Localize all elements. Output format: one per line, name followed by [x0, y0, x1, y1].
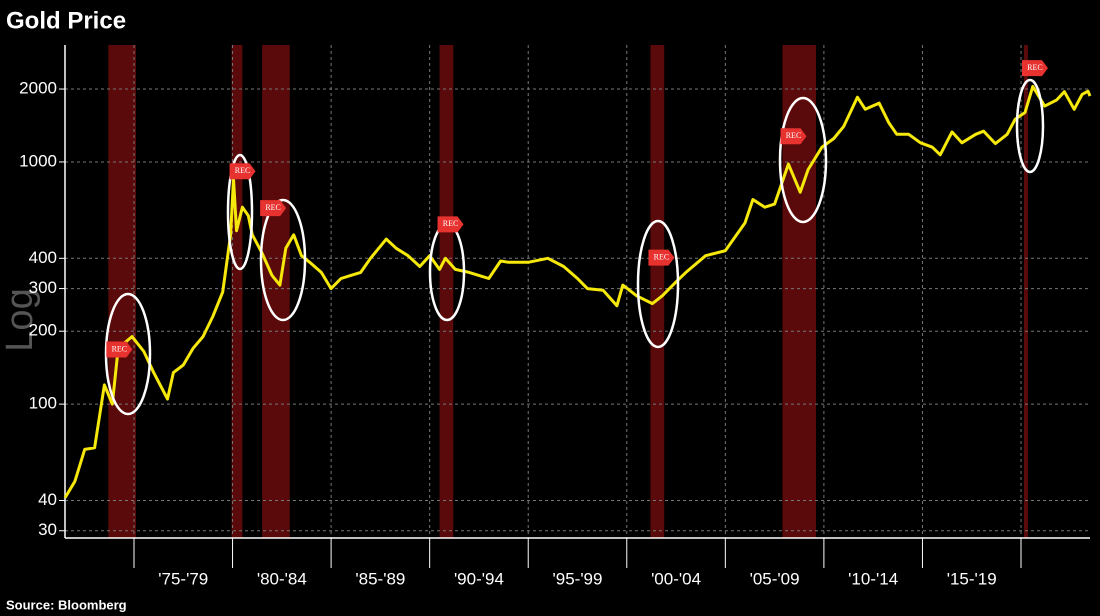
highlight: [259, 198, 307, 322]
recession-band: [439, 45, 454, 538]
y-tick-label: 1000: [19, 151, 57, 170]
x-tick-label: '90-'94: [454, 569, 504, 588]
highlight: [778, 96, 828, 224]
y-tick-label: 300: [29, 278, 57, 297]
highlight: [226, 153, 254, 271]
rec-label: REC: [443, 219, 459, 228]
y-tick-label: 100: [29, 394, 57, 413]
rec-label: REC: [235, 166, 251, 175]
x-tick-label: '85-'89: [355, 569, 405, 588]
y-tick-label: 30: [38, 520, 57, 539]
x-tick-label: '00-'04: [651, 569, 701, 588]
y-tick-label: 400: [29, 248, 57, 267]
rec-marker: [648, 249, 675, 266]
x-tick-label: '80-'84: [257, 569, 307, 588]
rec-label: REC: [786, 131, 802, 140]
recession-band: [231, 45, 243, 538]
y-axis-label: Log: [0, 288, 41, 351]
recession-layer: [108, 45, 1028, 538]
rec-marker: [1021, 60, 1048, 77]
recession-band: [782, 45, 817, 538]
x-tick-label: '05-'09: [750, 569, 800, 588]
x-tick-label: '10-'14: [848, 569, 898, 588]
y-tick-label: 200: [29, 321, 57, 340]
rec-marker: [260, 200, 287, 217]
rec-label: REC: [112, 344, 128, 353]
grid-layer: 30 40 100 200 300 400 1000 2000 '75-'79 '80-'84 '8…: [19, 45, 1090, 588]
recession-band: [108, 45, 136, 538]
source: Source: Bloomberg: [6, 597, 127, 612]
x-tick-label: '15-'19: [947, 569, 997, 588]
recession-band: [1023, 45, 1028, 538]
y-tick-label: 40: [38, 490, 57, 509]
marker-layer: REC REC REC REC REC REC REC: [106, 60, 1048, 358]
rec-label: REC: [265, 203, 281, 212]
highlight: [636, 219, 680, 349]
x-tick-label: '95-'99: [553, 569, 603, 588]
highlight-ellipses: [104, 78, 1045, 416]
rec-label: REC: [1027, 63, 1043, 72]
chart-title: Gold Price: [6, 7, 126, 34]
price-line: [63, 84, 1092, 499]
rec-marker: [437, 216, 464, 233]
x-tick-label: '75-'79: [158, 569, 208, 588]
plot-layer: [63, 84, 1092, 499]
recession-band: [262, 45, 290, 538]
recession-band: [650, 45, 665, 538]
highlight: [1015, 78, 1045, 174]
rec-label: REC: [654, 252, 670, 261]
y-tick-label: 2000: [19, 79, 57, 98]
rec-marker: [229, 163, 256, 180]
rec-marker: [106, 341, 133, 358]
rec-marker: [780, 128, 807, 145]
highlight: [104, 292, 152, 416]
